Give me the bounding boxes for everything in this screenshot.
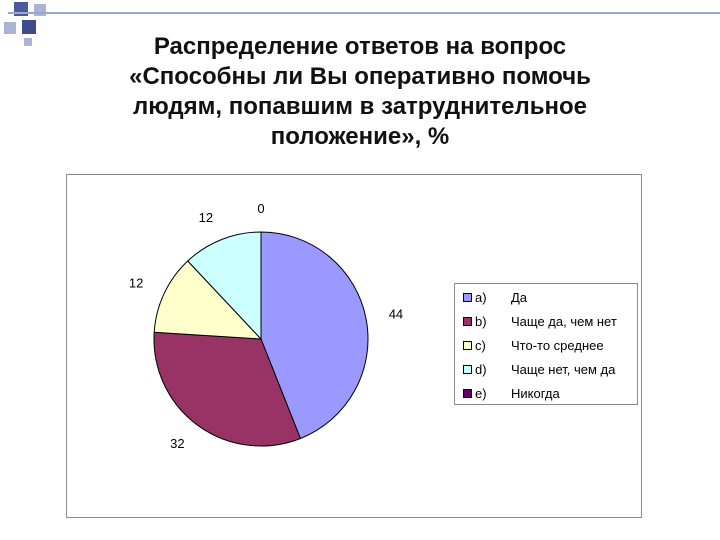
data-label: 32 [170,436,184,451]
legend-swatch [463,293,472,302]
legend: a) Да b) Чаще да, чем нет c) Что-то среднее d)… [454,283,638,405]
legend-label: Чаще да, чем нет [511,314,617,329]
legend-item: c) Что-то среднее [455,337,639,355]
legend-letter: d) [475,362,487,377]
legend-item: a) Да [455,289,639,307]
decorative-line [8,12,720,14]
deco-square [24,38,32,46]
legend-item: b) Чаще да, чем нет [455,313,639,331]
legend-swatch [463,389,472,398]
title-line: «Способны ли Вы оперативно помочь [129,63,591,90]
pie-slice [260,231,369,440]
legend-swatch [463,317,472,326]
legend-item: d) Чаще нет, чем да [455,361,639,379]
data-label: 12 [199,210,213,225]
data-label: 0 [257,201,264,216]
legend-letter: c) [475,338,486,353]
legend-item: e) Никогда [455,385,639,403]
deco-square [22,20,36,34]
pie-chart: 44 32 12 12 0 [129,201,403,451]
legend-letter: e) [475,386,487,401]
data-label: 44 [389,307,403,322]
deco-square [4,22,16,34]
legend-label: Чаще нет, чем да [511,362,616,377]
legend-label: Что-то среднее [511,338,604,353]
legend-letter: b) [475,314,487,329]
title-line: положение», % [270,123,450,150]
data-label: 12 [129,276,143,291]
pie-slice [153,331,302,447]
legend-letter: a) [475,290,487,305]
title-line: людям, попавшим в затруднительное [132,93,587,120]
legend-swatch [463,365,472,374]
legend-label: Да [511,290,528,305]
pie-slice [153,260,263,340]
legend-label: Никогда [511,386,560,401]
deco-square [34,4,46,16]
legend-swatch [463,341,472,350]
title-line: Распределение ответов на вопрос [153,33,567,60]
slide-title: Распределение ответов на вопрос «Способн… [40,32,680,152]
pie-slice [187,231,262,341]
chart-frame: 44 32 12 12 0 a) Да b) Чаще да, чем нет c) Что-то… [66,174,642,518]
